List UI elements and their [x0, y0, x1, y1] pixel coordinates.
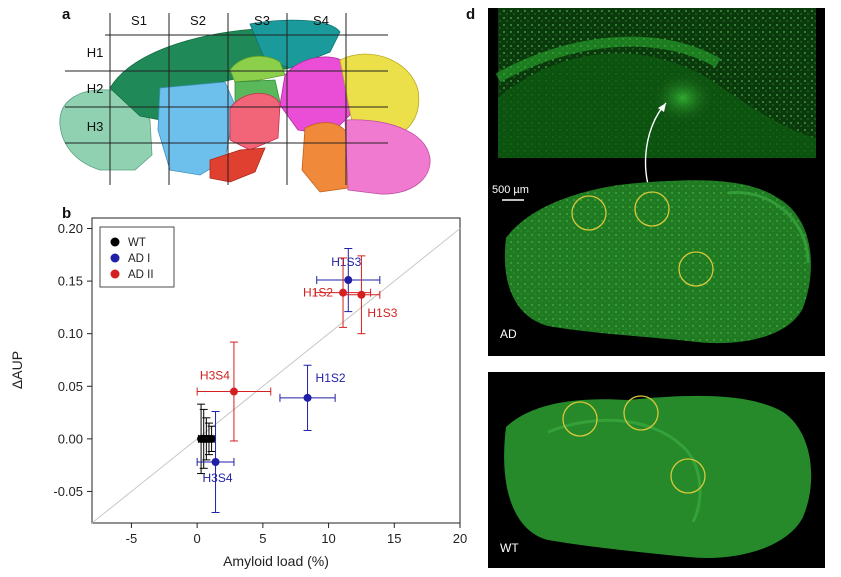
ad-brain-section-cerebellum	[727, 190, 810, 264]
wt-roi-circle-3	[670, 458, 706, 494]
roi-circle-1	[571, 195, 607, 231]
data-point	[207, 434, 216, 443]
panel-label-b: b	[62, 205, 72, 222]
y-tick-label: 0.10	[58, 326, 83, 341]
data-point-group: H1S3	[316, 248, 381, 313]
wt-roi-circle-2	[623, 395, 659, 431]
atlas-grid	[65, 13, 388, 185]
data-point-group: H3S4	[196, 341, 272, 442]
data-point	[211, 458, 220, 466]
atlas-region-hypothalamus	[209, 147, 266, 183]
amyloid-scatter-chart: -5 0 5 10 15 20 -0.05 0.00 0.05 0.10 0.15 0.20 H1S3…	[9, 217, 467, 569]
atlas-region-frontal	[59, 89, 153, 171]
data-point-label: H1S2	[316, 371, 346, 385]
atlas-region-thalamus	[229, 93, 281, 151]
wt-roi-circle-1	[562, 401, 598, 437]
y-tick-label: 0.20	[58, 221, 83, 236]
x-tick-label: 0	[194, 531, 201, 546]
data-point	[357, 290, 366, 299]
roi-circle-3	[678, 251, 714, 287]
atlas-region-hippocampus	[229, 55, 286, 83]
data-point-label: H1S2	[303, 286, 333, 300]
atlas-region-medulla	[344, 119, 431, 195]
x-tick-label: 5	[259, 531, 266, 546]
panel-label-a: a	[62, 6, 71, 23]
wt-brain-section	[504, 395, 812, 558]
x-tick-label: -5	[126, 531, 138, 546]
ad-zoom-inset-cortex-band	[495, 36, 721, 83]
ad-brain-section-plaques	[504, 180, 811, 344]
diagonal-reference-line	[91, 228, 461, 524]
plot-frame	[91, 217, 461, 524]
y-tick-label: 0.05	[58, 379, 83, 394]
data-point-group	[207, 425, 216, 452]
wt-label: WT	[500, 541, 519, 555]
atlas-col-s1: S1	[131, 13, 147, 28]
ad-label: AD	[500, 327, 517, 341]
y-tick-label: -0.05	[53, 484, 83, 499]
atlas-row-h1: H1	[87, 45, 104, 60]
brain-atlas-diagram: S1 S2 S3 S4 H1 H2 H3	[59, 13, 431, 195]
atlas-col-s3: S3	[254, 13, 270, 28]
data-point-group: H1S2	[279, 364, 346, 431]
wt-brain-section-structure	[547, 418, 702, 523]
data-point-group: H1S3	[342, 255, 398, 335]
chart-legend: WT AD I AD II	[99, 226, 175, 288]
legend-label-ad2: AD II	[128, 269, 154, 281]
legend-marker-ad2	[110, 269, 120, 279]
data-point	[229, 387, 238, 396]
data-point-label: H1S3	[367, 306, 397, 320]
ad-micrograph: 500 µm AD	[488, 8, 825, 356]
y-tick-label: 0.00	[58, 431, 83, 446]
atlas-region-pons	[301, 122, 351, 193]
legend-marker-wt	[110, 237, 120, 247]
wt-micrograph: WT	[488, 372, 825, 568]
atlas-col-s4: S4	[313, 13, 329, 28]
x-tick-label: 15	[387, 531, 401, 546]
panel-label-d: d	[466, 6, 476, 23]
legend-label-wt: WT	[128, 237, 146, 249]
zoom-arrowhead-icon	[658, 103, 666, 112]
data-point	[303, 393, 312, 402]
data-point-label: H3S4	[203, 471, 233, 485]
roi-circle-2	[634, 191, 670, 227]
y-axis-label: ΔAUP	[9, 351, 25, 389]
x-tick-label: 20	[453, 531, 467, 546]
scale-bar-label: 500 µm	[492, 184, 529, 196]
atlas-region-midbrain	[279, 56, 351, 136]
x-tick-label: 10	[321, 531, 335, 546]
data-point	[344, 276, 353, 285]
atlas-col-s2: S2	[190, 13, 206, 28]
ad-zoom-inset-hotspot	[653, 73, 713, 123]
y-tick-label: 0.15	[58, 274, 83, 289]
legend-marker-ad1	[110, 253, 120, 263]
atlas-row-h2: H2	[87, 81, 104, 96]
atlas-row-h3: H3	[87, 119, 104, 134]
x-axis-label: Amyloid load (%)	[223, 553, 329, 569]
data-point-label: H3S4	[200, 369, 230, 383]
legend-label-ad1: AD I	[128, 253, 150, 265]
data-point-label: H1S3	[331, 255, 361, 269]
data-point-group: H3S4	[196, 411, 235, 513]
